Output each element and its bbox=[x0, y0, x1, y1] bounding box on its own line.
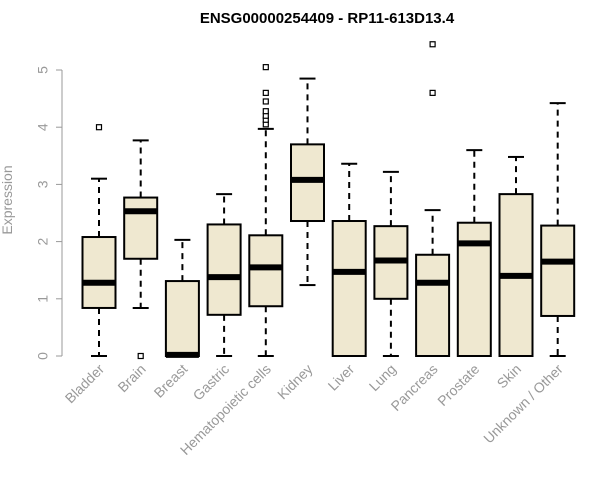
x-tick-label: Prostate bbox=[434, 361, 482, 409]
outlier-point bbox=[262, 98, 269, 105]
box-bladder bbox=[81, 124, 117, 357]
box-pancreas bbox=[415, 41, 451, 357]
x-tick-label: Breast bbox=[151, 361, 191, 401]
x-tick-label: Unknown / Other bbox=[480, 361, 566, 447]
y-tick-label: 4 bbox=[35, 123, 51, 131]
y-axis-label: Expression bbox=[0, 165, 15, 234]
box-liver bbox=[331, 162, 367, 357]
box-iqr bbox=[415, 253, 451, 357]
x-tick-label: Brain bbox=[114, 361, 148, 395]
outlier-point bbox=[137, 352, 144, 360]
x-tick-label: Lung bbox=[366, 361, 399, 394]
box-iqr bbox=[331, 220, 367, 357]
box-kidney bbox=[290, 77, 325, 287]
y-tick-label: 1 bbox=[35, 295, 51, 303]
box-lung bbox=[373, 170, 409, 357]
y-tick-label: 5 bbox=[35, 66, 51, 74]
y-tick-label: 2 bbox=[35, 237, 51, 245]
y-tick-label: 3 bbox=[35, 180, 51, 188]
outlier-point bbox=[429, 41, 436, 48]
outlier-point bbox=[95, 124, 103, 131]
x-tick-label: Liver bbox=[325, 361, 358, 394]
chart-title: ENSG00000254409 - RP11-613D13.4 bbox=[200, 10, 455, 27]
x-tick-label: Kidney bbox=[274, 361, 316, 403]
outlier-point bbox=[262, 108, 269, 115]
box-iqr bbox=[81, 236, 117, 309]
box-iqr bbox=[540, 224, 576, 317]
box-unknown-other bbox=[540, 102, 576, 357]
outlier-point bbox=[429, 89, 436, 96]
box-skin bbox=[498, 155, 534, 357]
boxes-layer bbox=[81, 41, 576, 360]
box-iqr bbox=[123, 196, 159, 260]
x-tick-label: Bladder bbox=[62, 361, 108, 407]
box-prostate bbox=[456, 149, 492, 357]
box-iqr bbox=[206, 223, 242, 316]
box-hematopoietic-cells bbox=[248, 64, 284, 357]
box-brain bbox=[123, 139, 159, 360]
box-iqr bbox=[164, 280, 200, 357]
y-axis: 0 1 2 3 4 5 bbox=[35, 66, 63, 360]
x-tick-label: Skin bbox=[494, 361, 525, 392]
outlier-point bbox=[262, 89, 269, 96]
box-breast bbox=[164, 238, 200, 358]
box-gastric bbox=[206, 193, 242, 357]
outlier-point bbox=[262, 64, 269, 71]
y-tick-label: 0 bbox=[35, 352, 51, 360]
box-iqr bbox=[248, 234, 284, 308]
